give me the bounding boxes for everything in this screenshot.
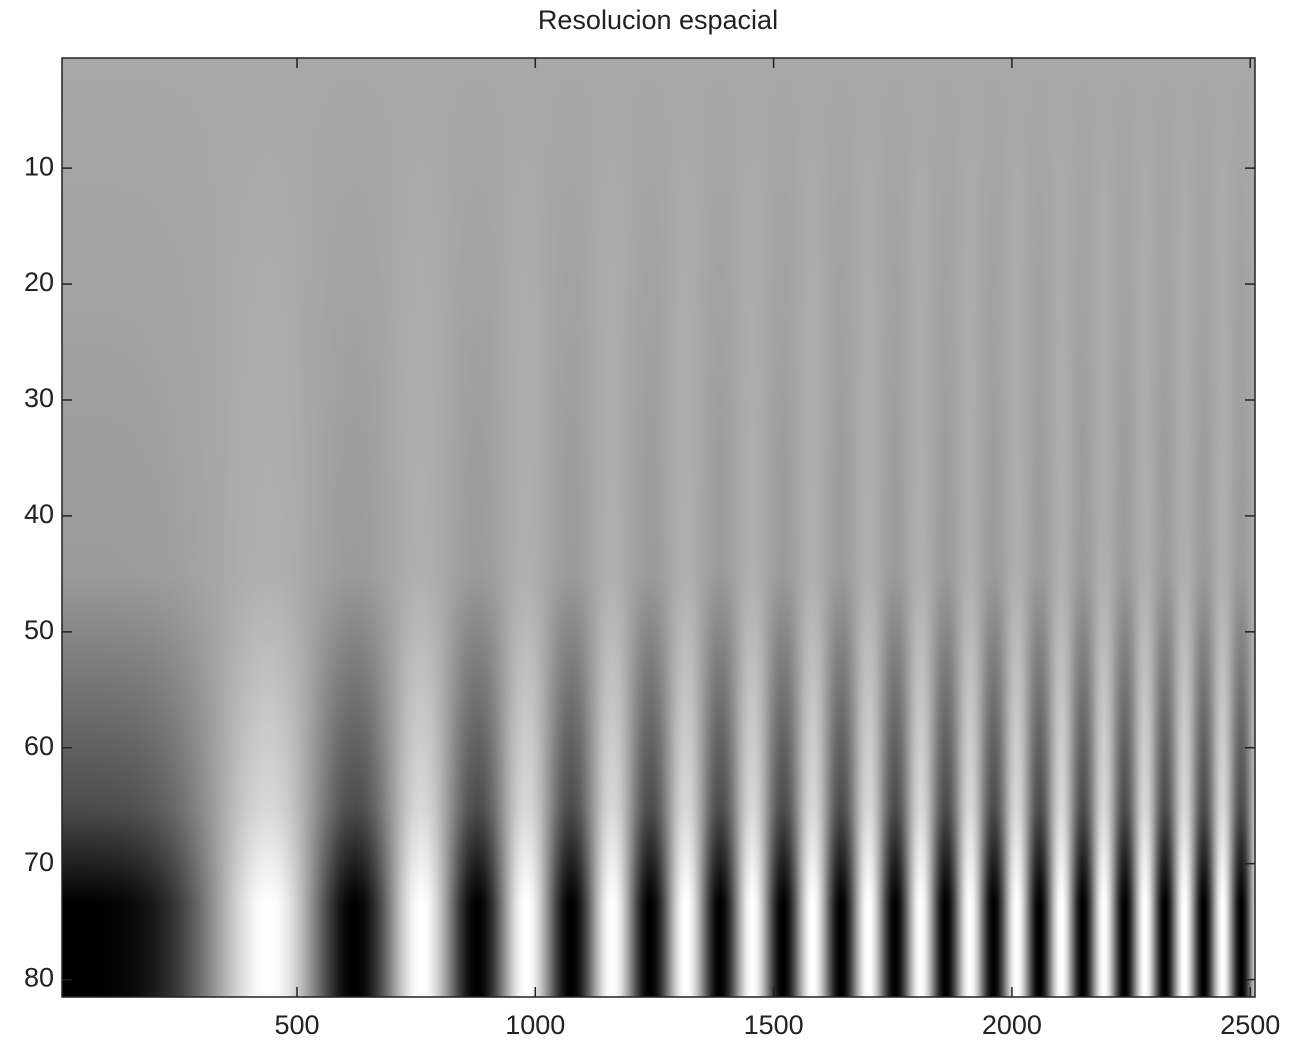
y-tick-label: 40 bbox=[24, 499, 54, 529]
y-tick-label: 60 bbox=[24, 731, 54, 761]
chart-title: Resolucion espacial bbox=[538, 5, 778, 35]
x-tick-label: 2500 bbox=[1220, 1010, 1280, 1040]
x-tick-label: 500 bbox=[274, 1010, 319, 1040]
x-tick-label: 1000 bbox=[505, 1010, 565, 1040]
y-tick-label: 50 bbox=[24, 615, 54, 645]
contrast-fade bbox=[62, 58, 1255, 997]
y-tick-label: 30 bbox=[24, 383, 54, 413]
x-tick-label: 2000 bbox=[982, 1010, 1042, 1040]
plot-frame bbox=[61, 57, 1256, 998]
y-tick-label: 20 bbox=[24, 267, 54, 297]
y-tick-label: 80 bbox=[24, 963, 54, 993]
y-tick-label: 70 bbox=[24, 847, 54, 877]
y-tick-label: 10 bbox=[24, 151, 54, 181]
x-tick-label: 1500 bbox=[744, 1010, 804, 1040]
